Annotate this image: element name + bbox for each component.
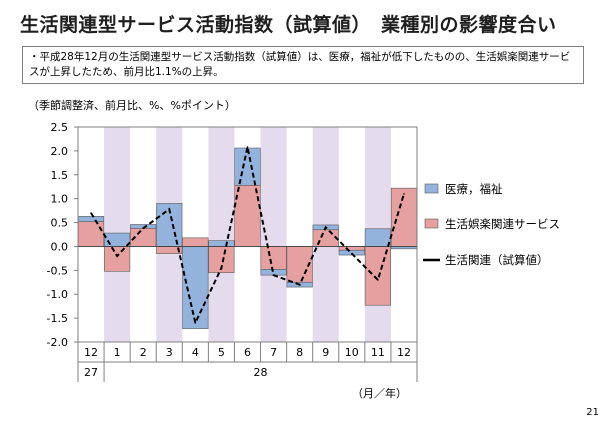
x-unit-label: （月／年） <box>352 386 407 400</box>
summary-box: ・平成28年12月の生活関連型サービス活動指数（試算値）は、医療，福祉が低下した… <box>22 46 584 84</box>
legend-swatch <box>424 218 439 229</box>
bar-leisure <box>364 246 391 306</box>
y-tick-label: -1.5 <box>47 312 68 325</box>
bar-leisure <box>208 246 235 274</box>
bar-leisure <box>234 184 261 247</box>
total-point <box>246 146 249 148</box>
x-tick-label: 7 <box>270 346 277 359</box>
total-point <box>90 212 92 214</box>
x-tick-label: 12 <box>84 346 98 359</box>
x-tick-label: 12 <box>397 346 411 359</box>
x-tick-label: 6 <box>244 346 251 359</box>
y-tick-label: 1.0 <box>51 193 69 206</box>
year-label: 28 <box>254 366 268 379</box>
x-tick-label: 5 <box>218 346 225 359</box>
x-tick-label: 8 <box>296 346 303 359</box>
total-point <box>298 283 301 286</box>
x-tick-label: 11 <box>371 346 385 359</box>
legend-swatch <box>424 183 439 194</box>
y-tick-label: 2.5 <box>51 121 69 134</box>
bar-leisure <box>338 246 365 251</box>
x-tick-label: 9 <box>322 346 329 359</box>
total-point <box>168 208 171 210</box>
total-point <box>116 255 118 257</box>
x-tick-label: 1 <box>114 346 121 359</box>
total-point <box>324 226 327 229</box>
bar-leisure <box>312 229 339 247</box>
y-tick-label: 1.5 <box>51 169 69 182</box>
x-tick-label: 2 <box>140 346 147 359</box>
bar-medical <box>338 249 365 256</box>
page-title: 生活関連型サービス活動指数（試算値） 業種別の影響度合い <box>20 14 557 36</box>
bar-medical <box>208 240 235 247</box>
y-tick-label: 0.0 <box>51 240 69 253</box>
y-tick-label: -1.0 <box>47 288 68 301</box>
bar-leisure <box>260 246 287 270</box>
total-point <box>142 227 144 230</box>
total-point <box>377 279 379 281</box>
total-line <box>90 146 405 326</box>
shade-column <box>260 127 287 342</box>
y-tick-label: 0.5 <box>51 217 69 230</box>
total-point <box>194 322 197 324</box>
total-point <box>403 193 405 195</box>
axes: 2.52.01.51.00.50.0-0.5-1.0-1.5-2.012 1 2 3 4… <box>47 121 418 400</box>
bar-medical <box>234 147 261 186</box>
total-point <box>220 267 223 269</box>
page-number: 21 <box>586 407 599 418</box>
bar-leisure <box>390 187 418 247</box>
x-tick-label: 3 <box>166 346 173 359</box>
shade-column <box>208 127 235 342</box>
legend-label: 生活関連（試算値） <box>445 253 549 267</box>
y-tick-label: 2.0 <box>51 145 69 158</box>
unit-note: （季節調整済、前月比、%、%ポイント） <box>28 99 236 112</box>
x-tick-label: 4 <box>192 346 199 359</box>
bar-leisure <box>104 246 131 272</box>
bar-medical <box>364 228 391 247</box>
bar-leisure <box>77 221 105 247</box>
total-point <box>272 274 275 276</box>
bar-medical <box>77 216 105 222</box>
plot-frame <box>77 126 418 343</box>
year-label: 27 <box>84 366 98 379</box>
y-tick-label: -0.5 <box>47 264 68 277</box>
legend-label: 生活娯楽関連サービス <box>445 217 560 231</box>
total-point <box>351 252 353 255</box>
bar-leisure <box>182 237 209 247</box>
legend-label: 医療，福祉 <box>445 182 503 196</box>
bar-medical <box>104 232 131 247</box>
x-tick-label: 10 <box>345 346 359 359</box>
y-tick-label: -2.0 <box>47 336 68 349</box>
